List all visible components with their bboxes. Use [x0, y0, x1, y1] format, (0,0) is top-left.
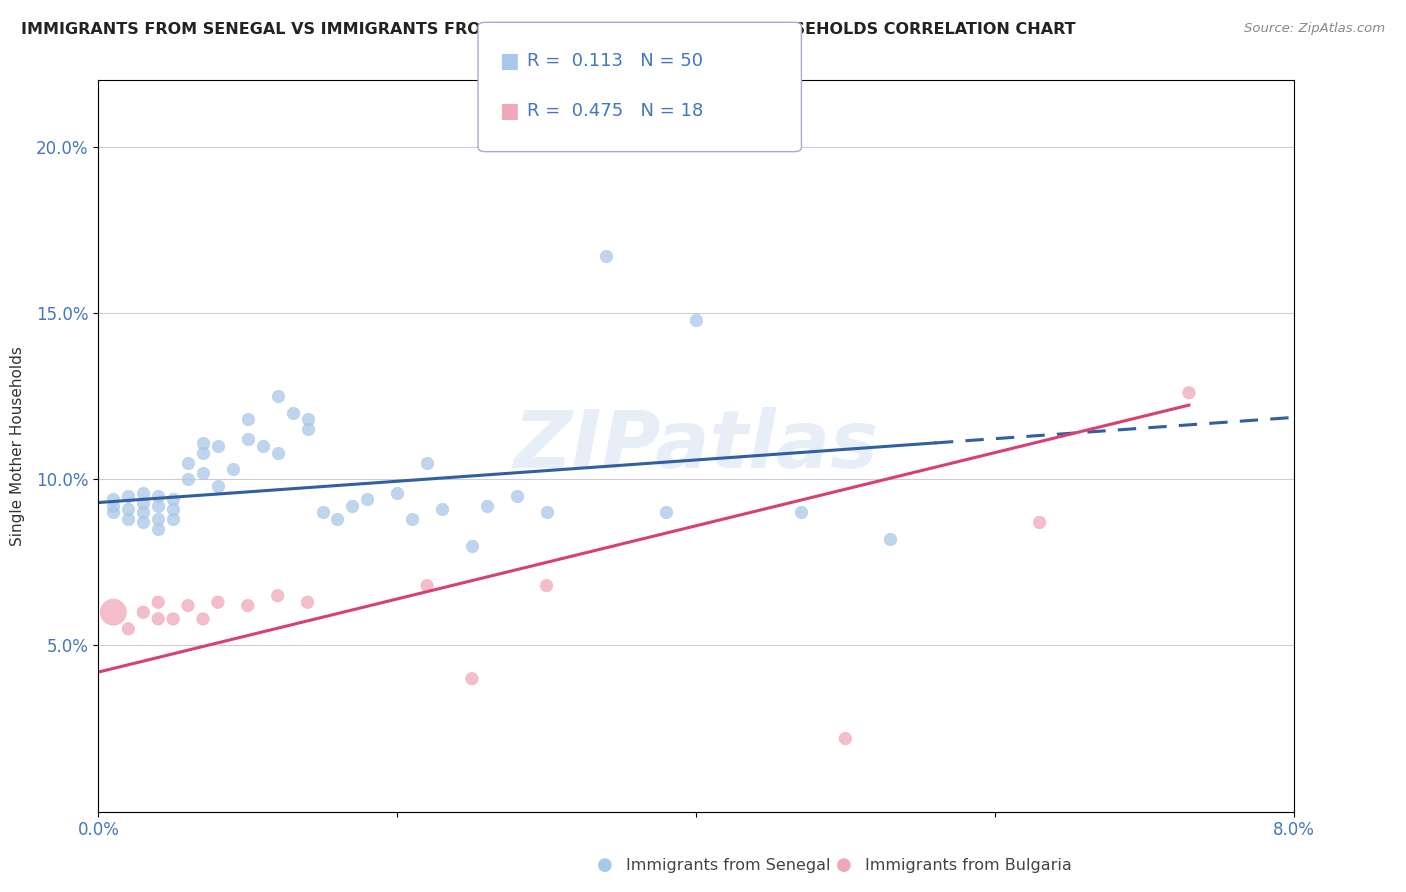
- Point: [148, 499, 170, 513]
- Point: [132, 605, 155, 619]
- Point: [132, 506, 155, 520]
- Point: [461, 539, 484, 553]
- Point: [191, 612, 214, 626]
- Point: [236, 412, 259, 426]
- Point: [148, 489, 170, 503]
- Point: [103, 492, 125, 507]
- Point: [117, 502, 139, 516]
- Point: [148, 522, 170, 536]
- Point: [267, 589, 290, 603]
- Text: ●: ●: [596, 856, 613, 874]
- Point: [506, 489, 529, 503]
- Point: [311, 506, 333, 520]
- Point: [191, 435, 214, 450]
- Point: [416, 579, 439, 593]
- Point: [326, 512, 349, 526]
- Point: [1178, 385, 1201, 400]
- Point: [416, 456, 439, 470]
- Point: [117, 622, 139, 636]
- Point: [252, 439, 274, 453]
- Point: [177, 599, 200, 613]
- Text: ●: ●: [835, 856, 852, 874]
- Point: [162, 612, 184, 626]
- Text: R =  0.475   N = 18: R = 0.475 N = 18: [527, 103, 703, 120]
- Point: [595, 250, 617, 264]
- Point: [461, 672, 484, 686]
- Point: [207, 439, 229, 453]
- Point: [297, 595, 319, 609]
- Point: [177, 456, 200, 470]
- Point: [162, 512, 184, 526]
- Point: [401, 512, 423, 526]
- Text: ■: ■: [499, 102, 519, 121]
- Point: [267, 445, 290, 459]
- Point: [879, 532, 901, 546]
- Text: Immigrants from Senegal: Immigrants from Senegal: [626, 858, 830, 872]
- Point: [267, 389, 290, 403]
- Point: [281, 406, 304, 420]
- Point: [475, 499, 498, 513]
- Point: [430, 502, 453, 516]
- Point: [789, 506, 811, 520]
- Point: [162, 492, 184, 507]
- Point: [207, 479, 229, 493]
- Point: [103, 499, 125, 513]
- Point: [103, 605, 125, 619]
- Point: [132, 485, 155, 500]
- Point: [236, 433, 259, 447]
- Point: [132, 516, 155, 530]
- Point: [297, 412, 319, 426]
- Text: Immigrants from Bulgaria: Immigrants from Bulgaria: [865, 858, 1071, 872]
- Point: [297, 422, 319, 436]
- Text: ZIPatlas: ZIPatlas: [513, 407, 879, 485]
- Point: [117, 489, 139, 503]
- Point: [834, 731, 856, 746]
- Point: [655, 506, 678, 520]
- Point: [685, 312, 707, 326]
- Point: [236, 599, 259, 613]
- Text: IMMIGRANTS FROM SENEGAL VS IMMIGRANTS FROM BULGARIA SINGLE MOTHER HOUSEHOLDS COR: IMMIGRANTS FROM SENEGAL VS IMMIGRANTS FR…: [21, 22, 1076, 37]
- Point: [191, 445, 214, 459]
- Point: [117, 512, 139, 526]
- Point: [148, 595, 170, 609]
- Point: [207, 595, 229, 609]
- Text: R =  0.113   N = 50: R = 0.113 N = 50: [527, 52, 703, 70]
- Point: [148, 612, 170, 626]
- Point: [356, 492, 378, 507]
- Point: [342, 499, 364, 513]
- Point: [162, 502, 184, 516]
- Point: [191, 466, 214, 480]
- Y-axis label: Single Mother Households: Single Mother Households: [10, 346, 25, 546]
- Point: [103, 506, 125, 520]
- Point: [222, 462, 245, 476]
- Point: [385, 485, 409, 500]
- Text: Source: ZipAtlas.com: Source: ZipAtlas.com: [1244, 22, 1385, 36]
- Text: ■: ■: [499, 51, 519, 70]
- Point: [148, 512, 170, 526]
- Point: [536, 506, 558, 520]
- Point: [536, 579, 558, 593]
- Point: [1028, 516, 1050, 530]
- Point: [177, 472, 200, 486]
- Point: [132, 495, 155, 509]
